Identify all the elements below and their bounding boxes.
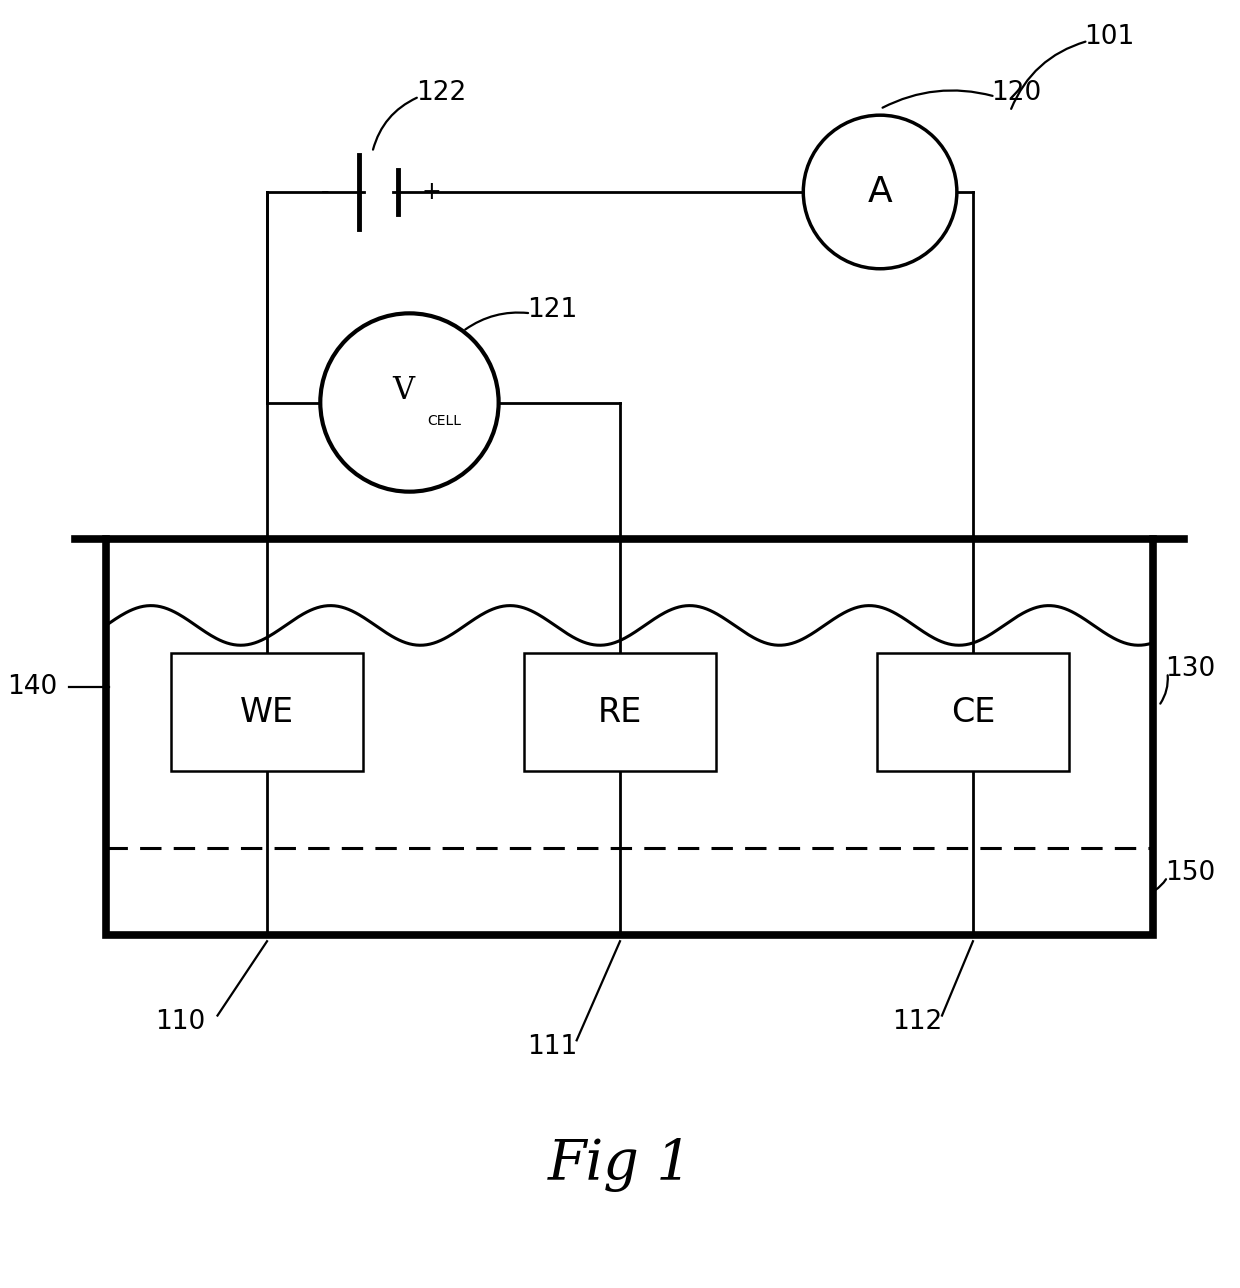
Text: -: - — [321, 180, 330, 204]
Text: 112: 112 — [892, 1009, 942, 1034]
Text: RE: RE — [598, 696, 642, 729]
Text: 120: 120 — [992, 80, 1042, 106]
Text: 122: 122 — [415, 80, 466, 106]
FancyBboxPatch shape — [525, 653, 715, 772]
Text: 150: 150 — [1164, 860, 1215, 886]
Text: +: + — [422, 180, 441, 204]
Circle shape — [320, 313, 498, 492]
Text: 110: 110 — [155, 1009, 206, 1034]
Text: A: A — [868, 175, 893, 209]
Text: 101: 101 — [1085, 24, 1135, 50]
Text: 140: 140 — [7, 675, 57, 701]
Text: CE: CE — [951, 696, 996, 729]
Circle shape — [804, 115, 957, 269]
FancyBboxPatch shape — [171, 653, 363, 772]
FancyBboxPatch shape — [877, 653, 1069, 772]
Text: V: V — [392, 375, 414, 406]
Text: Fig 1: Fig 1 — [548, 1137, 692, 1191]
Text: 130: 130 — [1164, 656, 1215, 681]
Text: 111: 111 — [527, 1033, 577, 1060]
Text: CELL: CELL — [427, 413, 461, 428]
Text: WE: WE — [241, 696, 294, 729]
Text: 121: 121 — [527, 296, 578, 322]
